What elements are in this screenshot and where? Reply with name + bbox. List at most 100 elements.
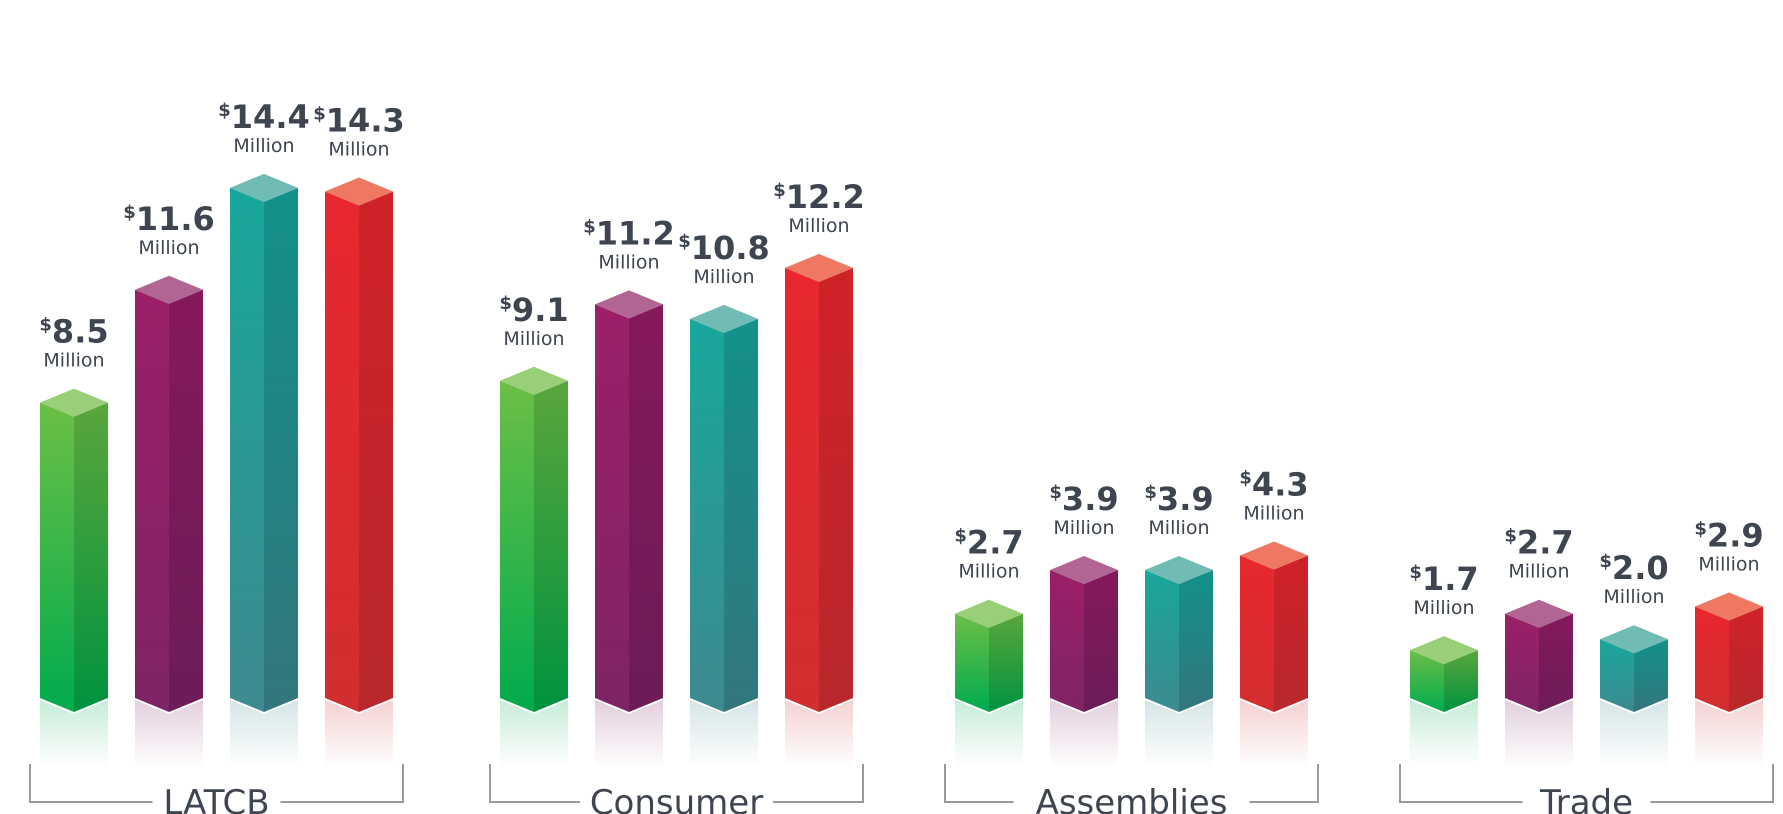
data-label-unit: Million	[958, 561, 1019, 583]
bar-reflection	[1695, 700, 1763, 768]
bar-top-cap	[500, 366, 568, 395]
bar-reflection	[40, 700, 108, 768]
bar-reflection	[785, 700, 853, 768]
dollar-sign: $	[499, 293, 512, 314]
data-label-value: $9.1	[499, 291, 568, 329]
bar-top-cap	[1600, 625, 1668, 654]
data-label-unit: Million	[43, 350, 104, 372]
bar-top-cap	[135, 275, 203, 304]
value-number: 1.7	[1422, 560, 1479, 598]
value-number: 10.8	[691, 229, 770, 267]
data-label-unit: Million	[328, 138, 389, 160]
group-bracket: Consumer	[489, 764, 864, 814]
bar-front-face	[1410, 650, 1444, 712]
dollar-sign: $	[678, 231, 691, 252]
bar-side-face	[1444, 650, 1478, 712]
bar-reflection	[955, 700, 1023, 768]
bar-side-face	[1539, 613, 1573, 712]
bar-side-face	[989, 613, 1023, 712]
group-label: LATCB	[163, 783, 269, 814]
data-label-value: $2.7	[1504, 524, 1573, 562]
bar-top-cap	[595, 290, 663, 319]
dollar-sign: $	[1599, 551, 1612, 572]
bar-top-cap	[1410, 636, 1478, 665]
bar-side-face	[724, 318, 758, 712]
bar-side-face	[819, 267, 853, 712]
data-label-unit: Million	[138, 237, 199, 259]
bar-side-face	[359, 191, 393, 713]
bar-side-face	[74, 402, 108, 712]
bar-front-face	[690, 318, 724, 712]
bars-layer	[40, 173, 1763, 713]
data-label-value: $12.2	[773, 178, 864, 216]
dollar-sign: $	[123, 202, 136, 223]
bar-front-face	[1240, 555, 1274, 712]
value-number: 11.2	[596, 214, 675, 252]
data-label-unit: Million	[1413, 597, 1474, 619]
data-label-unit: Million	[693, 266, 754, 288]
bar-reflection	[1505, 700, 1573, 768]
bar-reflection	[1600, 700, 1668, 768]
value-number: 14.3	[326, 101, 405, 139]
bar-side-face	[264, 187, 298, 713]
value-number: 14.4	[231, 98, 310, 136]
data-label-unit: Million	[598, 251, 659, 273]
group-label: Trade	[1539, 783, 1633, 814]
bar	[1410, 636, 1478, 712]
bar	[230, 173, 298, 713]
dollar-sign: $	[1504, 526, 1517, 547]
bar	[955, 599, 1023, 712]
group-bracket: Assemblies	[944, 764, 1319, 814]
bar-reflection	[500, 700, 568, 768]
dollar-sign: $	[218, 100, 231, 121]
group-bracket-line	[29, 764, 404, 803]
data-label-unit: Million	[788, 215, 849, 237]
value-number: 8.5	[52, 313, 109, 351]
bar-side-face	[1084, 570, 1118, 712]
bar-front-face	[785, 267, 819, 712]
value-number: 3.9	[1062, 480, 1119, 518]
bar-side-face	[1179, 570, 1213, 712]
dollar-sign: $	[39, 315, 52, 336]
dollar-sign: $	[954, 526, 967, 547]
bar-front-face	[40, 402, 74, 712]
bar-top-cap	[1695, 592, 1763, 621]
value-labels-layer: $8.5Million$11.6Million$14.4Million$14.3…	[39, 98, 1763, 619]
data-label-value: $2.9	[1694, 516, 1763, 554]
bar	[1695, 592, 1763, 712]
bar	[595, 290, 663, 712]
data-label-unit: Million	[1053, 517, 1114, 539]
data-label-unit: Million	[1148, 517, 1209, 539]
bar-reflection	[230, 700, 298, 768]
data-label-unit: Million	[1698, 553, 1759, 575]
data-label-unit: Million	[503, 328, 564, 350]
group-label: Consumer	[590, 783, 763, 814]
bar-reflection	[1050, 700, 1118, 768]
group-bracket: LATCB	[29, 764, 404, 814]
data-label-value: $10.8	[678, 229, 769, 267]
bar	[690, 304, 758, 712]
bar	[1240, 541, 1308, 712]
bar-front-face	[1600, 639, 1634, 712]
dollar-sign: $	[313, 103, 326, 124]
bar-top-cap	[325, 177, 393, 206]
bar-reflection	[690, 700, 758, 768]
dollar-sign: $	[1694, 518, 1707, 539]
reflections-layer	[40, 700, 1763, 768]
bar	[500, 366, 568, 712]
value-number: 2.9	[1707, 516, 1764, 554]
bar-top-cap	[1505, 599, 1573, 628]
bar-reflection	[1410, 700, 1478, 768]
bar-top-cap	[785, 253, 853, 282]
data-label-unit: Million	[1243, 502, 1304, 524]
dollar-sign: $	[773, 180, 786, 201]
